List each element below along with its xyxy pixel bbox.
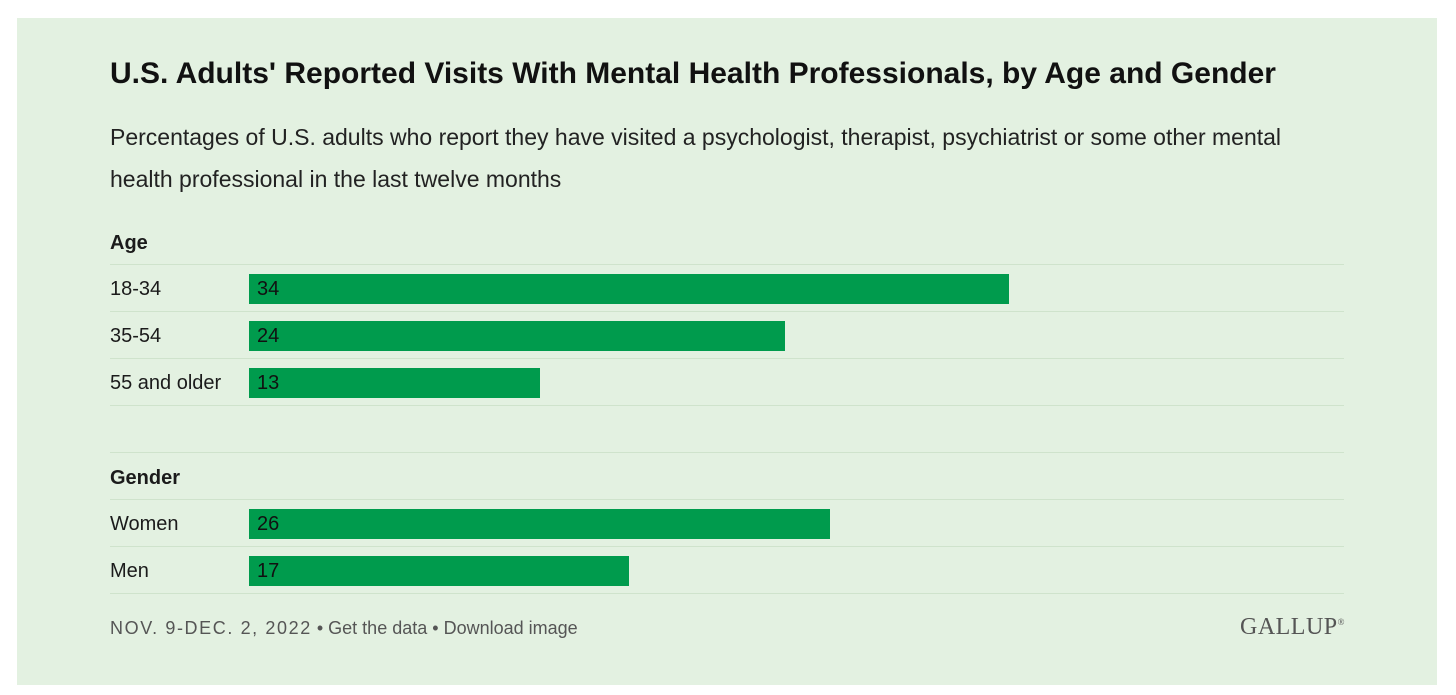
row-divider	[110, 358, 1344, 359]
row-divider	[110, 311, 1344, 312]
bar-value-label: 24	[257, 325, 280, 347]
survey-date: NOV. 9-DEC. 2, 2022	[110, 618, 312, 638]
bar: 34	[249, 274, 1009, 304]
category-label: 35-54	[110, 325, 162, 347]
row-divider	[110, 405, 1344, 406]
registered-mark: ®	[1337, 617, 1345, 627]
chart-footer: NOV. 9-DEC. 2, 2022 • Get the data • Dow…	[110, 618, 578, 639]
row-divider	[110, 264, 1344, 265]
bar-value-label: 13	[257, 372, 280, 394]
footer-separator: •	[316, 618, 324, 638]
bar: 24	[249, 321, 785, 351]
group-header-row: Gender	[110, 453, 1344, 500]
bar: 17	[249, 556, 629, 586]
category-label: Women	[110, 513, 179, 535]
gallup-logo: GALLUP®	[1240, 614, 1345, 641]
download-image-link[interactable]: Download image	[443, 618, 578, 638]
gallup-logo-text: GALLUP	[1239, 614, 1338, 640]
row-divider	[110, 546, 1344, 547]
category-label: 18-34	[110, 278, 162, 300]
bar-value-label: 34	[257, 278, 280, 300]
group-label: Age	[110, 232, 148, 254]
chart-card: U.S. Adults' Reported Visits With Mental…	[17, 18, 1437, 685]
group-spacer	[110, 406, 1344, 453]
bar-value-label: 17	[257, 560, 280, 582]
get-data-link[interactable]: Get the data	[328, 618, 428, 638]
bar-value-label: 26	[257, 513, 280, 535]
bar: 13	[249, 368, 540, 398]
bar-row: 35-54 24	[110, 312, 1344, 359]
row-divider	[110, 593, 1344, 594]
chart-title: U.S. Adults' Reported Visits With Mental…	[110, 57, 1276, 90]
bar-row: 18-34 34	[110, 265, 1344, 312]
bar-row: Men 17	[110, 547, 1344, 594]
chart-subtitle: Percentages of U.S. adults who report th…	[110, 124, 1282, 192]
category-label: 55 and older	[110, 372, 222, 394]
row-divider	[110, 499, 1344, 500]
group-label: Gender	[110, 467, 181, 489]
footer-separator: •	[432, 618, 439, 638]
group-header-row: Age	[110, 218, 1344, 265]
bar-chart: Age 18-34 34 35-54 24 55 and older 13 Gender Wom…	[110, 218, 1344, 598]
bar-row: 55 and older 13	[110, 359, 1344, 406]
row-divider	[110, 452, 1344, 453]
bar: 26	[249, 509, 830, 539]
category-label: Men	[110, 560, 149, 582]
bar-row: Women 26	[110, 500, 1344, 547]
